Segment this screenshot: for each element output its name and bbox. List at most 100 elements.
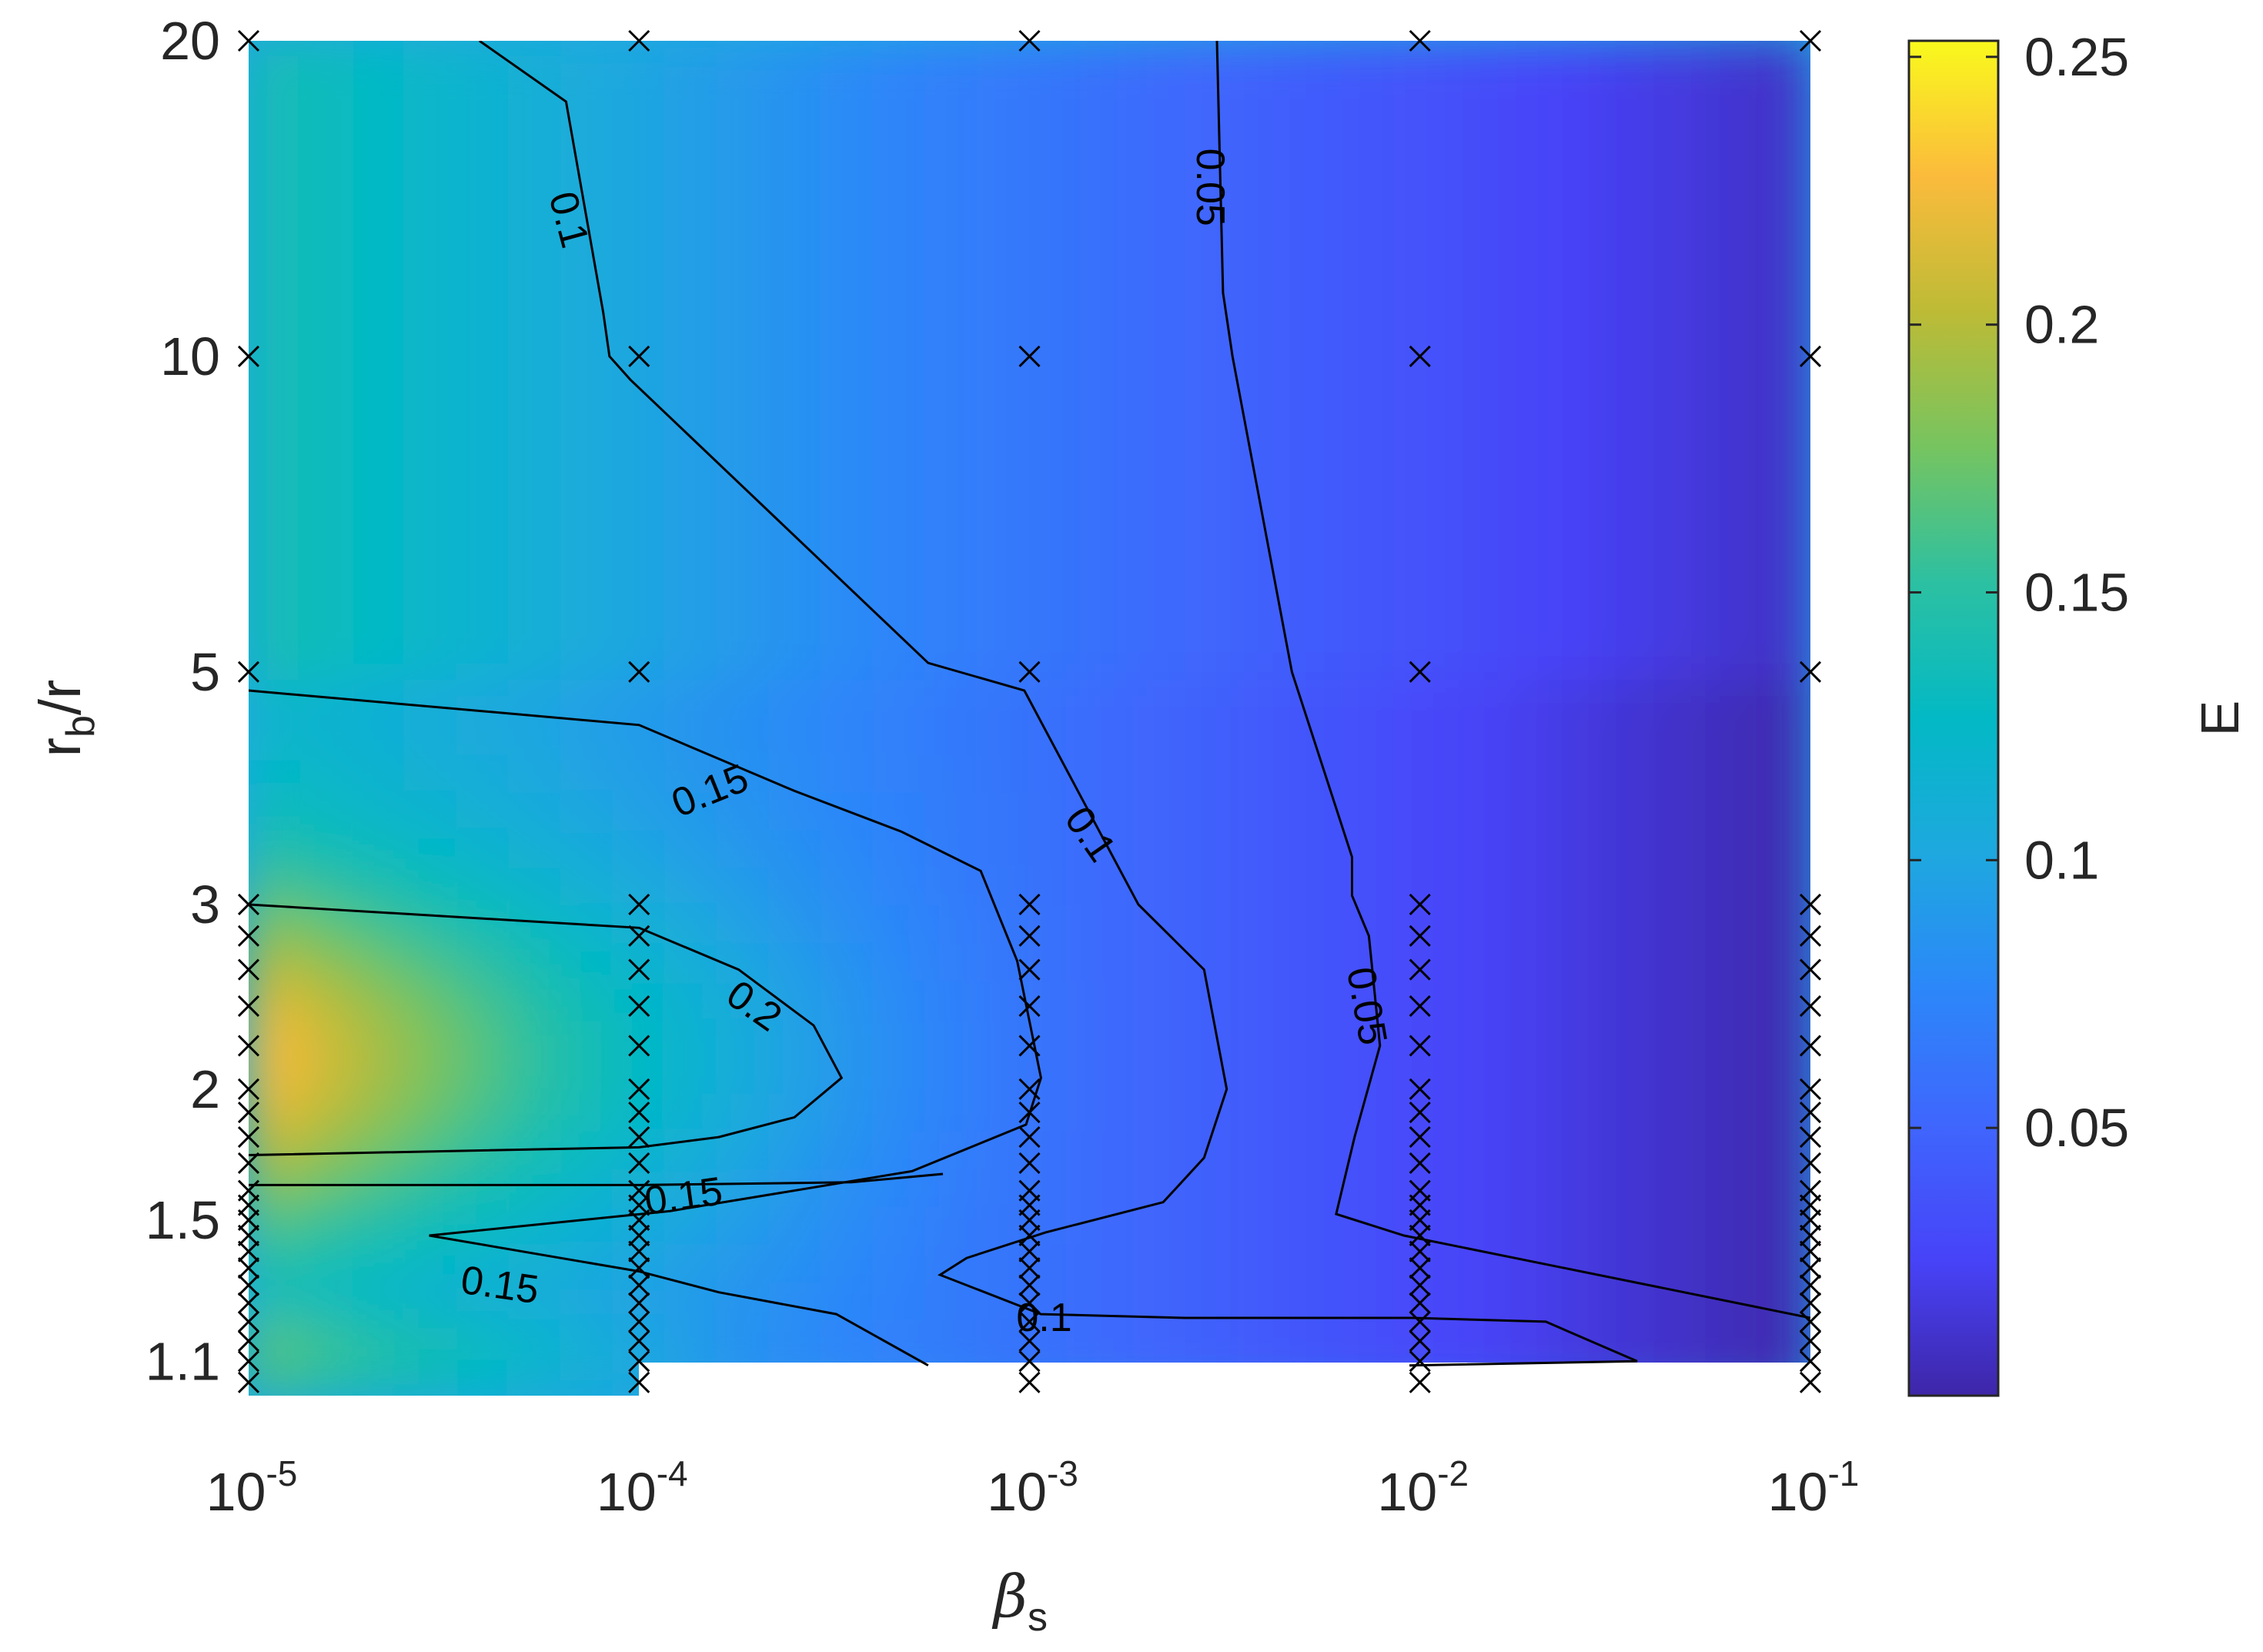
heatmap-cell [560,1244,614,1284]
heatmap-cell [1497,228,1551,268]
y-tick-label: 20 [160,11,220,71]
heatmap-cell [1185,1169,1239,1209]
sample-marker [1409,345,1431,367]
heatmap-cell [1028,1169,1083,1209]
heatmap-cell [1081,1018,1135,1058]
heatmap-cell [1549,792,1603,832]
heatmap-cell [924,981,978,1021]
heatmap-cell [508,41,562,79]
heatmap-cell [924,77,978,117]
heatmap-cell [1132,266,1187,306]
heatmap-cell [1757,1282,1810,1322]
heatmap-cell [1601,1093,1656,1133]
heatmap-cell [1132,868,1187,908]
heatmap-cell [352,754,406,794]
heatmap-cell [976,303,1031,343]
heatmap-cell [352,1357,406,1396]
heatmap-cell [456,868,510,908]
heatmap-cell [1237,115,1291,155]
heatmap-cell [664,341,718,380]
heatmap-cell [924,830,978,870]
heatmap-cell [508,190,562,230]
heatmap-cell [612,152,667,192]
heatmap-cell [1757,453,1810,493]
sample-marker [237,1035,260,1057]
heatmap-cell [1757,1093,1810,1133]
heatmap-cell [1705,754,1760,794]
heatmap-cell [1653,228,1707,268]
heatmap-cell [1601,115,1656,155]
heatmap-cell [768,1131,822,1171]
heatmap-cell [1237,341,1291,380]
x-axis-label-base: β [991,1562,1028,1630]
sample-marker [237,1078,260,1100]
heatmap-cell [1081,1131,1135,1171]
heatmap-cell [1601,981,1656,1021]
heatmap-cell [1705,680,1760,719]
heatmap-cell [1185,830,1239,870]
sample-marker [628,925,650,947]
heatmap-cell [716,529,770,569]
heatmap-cell [1237,981,1291,1021]
sample-marker [628,893,650,916]
heatmap-cell [299,567,354,607]
heatmap-cell [249,228,302,268]
heatmap-cell [768,190,822,230]
heatmap-cell [508,943,562,983]
heatmap-cell [560,1018,614,1058]
heatmap-cell [1705,604,1760,644]
heatmap-cell [508,642,562,682]
heatmap-cell [1185,905,1239,945]
sample-marker [1409,1126,1431,1149]
heatmap-cell [299,1169,354,1209]
heatmap-cell [872,680,927,719]
heatmap-cell [1132,642,1187,682]
heatmap-cell [976,868,1031,908]
heatmap-cell [1653,115,1707,155]
heatmap-cell [924,567,978,607]
heatmap-cell [768,152,822,192]
heatmap-cell [456,830,510,870]
heatmap-cell [560,830,614,870]
heatmap-cell [560,453,614,493]
heatmap-cell [768,379,822,418]
heatmap-cell [1341,190,1395,230]
heatmap-cell [924,1056,978,1095]
heatmap-cell [1601,567,1656,607]
heatmap-cell [1289,604,1343,644]
heatmap-cell [1132,792,1187,832]
heatmap-cell [508,379,562,418]
heatmap-cell [1705,567,1760,607]
heatmap-cell [1341,416,1395,456]
heatmap-cell [403,792,458,832]
heatmap-cell [508,115,562,155]
heatmap-cell [1289,115,1343,155]
heatmap-cell [352,379,406,418]
heatmap-cell [1028,341,1083,380]
heatmap-cell [872,453,927,493]
heatmap-cell [1757,754,1810,794]
heatmap-cell [1601,905,1656,945]
heatmap-cell [872,604,927,644]
heatmap-cell [872,868,927,908]
heatmap-cell [403,1093,458,1133]
heatmap-cell [560,1357,614,1396]
heatmap-cell [1185,754,1239,794]
heatmap-cell [872,266,927,306]
heatmap-cell [1392,981,1447,1021]
heatmap-cell [1757,680,1810,719]
heatmap-cell [1757,1056,1810,1095]
heatmap-cell [1445,1093,1499,1133]
heatmap-cell [1341,303,1395,343]
y-axis-label: rb/r [28,680,103,757]
heatmap-cell [1028,868,1083,908]
sample-marker [628,1102,650,1124]
heatmap-cell [664,1282,718,1322]
heatmap-cell [352,1282,406,1322]
heatmap-cell [508,152,562,192]
heatmap-cell [1549,604,1603,644]
heatmap-cell [976,830,1031,870]
heatmap-cell [1601,717,1656,757]
heatmap-cell [664,1093,718,1133]
heatmap-cell [1497,529,1551,569]
